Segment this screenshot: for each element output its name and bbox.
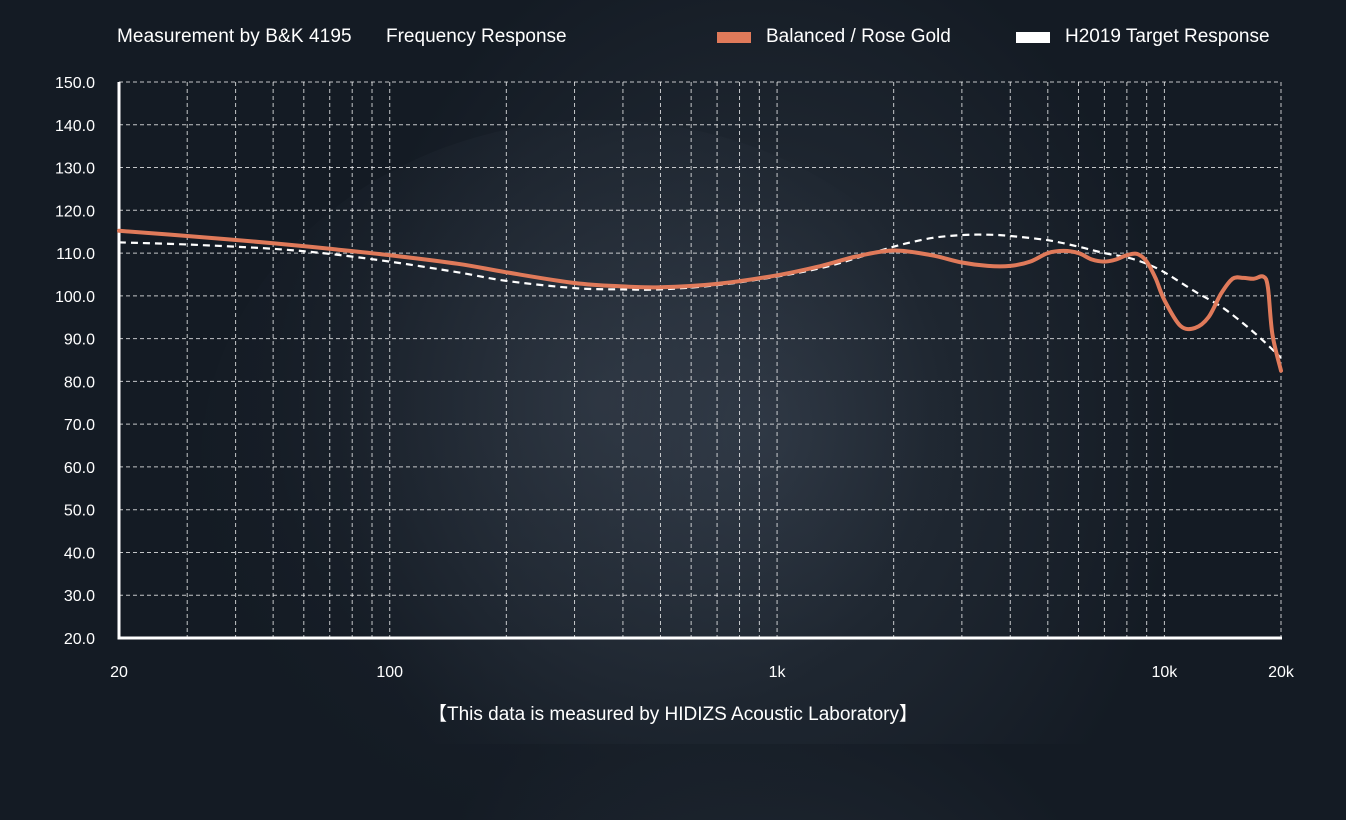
y-tick-label: 60.0 bbox=[64, 460, 95, 477]
background-silhouette bbox=[200, 120, 1000, 820]
legend-item-target: H2019 Target Response bbox=[1016, 26, 1270, 48]
footer-note: 【This data is measured by HIDIZS Acousti… bbox=[428, 704, 918, 725]
y-tick-label: 80.0 bbox=[64, 374, 95, 391]
series-line-measured bbox=[117, 228, 1283, 373]
x-tick-label: 100 bbox=[376, 664, 403, 681]
y-tick-label: 50.0 bbox=[64, 503, 95, 520]
y-tick-label: 150.0 bbox=[55, 75, 95, 92]
y-tick-label: 90.0 bbox=[64, 332, 95, 349]
series-line-target bbox=[118, 233, 1282, 359]
y-tick-label: 20.0 bbox=[64, 631, 95, 648]
legend-label-measured: Balanced / Rose Gold bbox=[766, 26, 951, 47]
x-tick-label: 20 bbox=[110, 664, 128, 681]
legend-swatch-target bbox=[1016, 31, 1050, 43]
frequency-response-chart: 20.0 30.0 40.0 50.0 60.0 70.0 80.0 90.0 100.0 110… bbox=[55, 75, 1295, 681]
legend-swatch-measured bbox=[717, 31, 751, 43]
y-tick-label: 120.0 bbox=[55, 203, 95, 220]
x-tick-label: 10k bbox=[1152, 664, 1179, 681]
y-tick-label: 70.0 bbox=[64, 417, 95, 434]
measurement-title: Measurement by B&K 4195 bbox=[117, 26, 352, 47]
legend-item-measured: Balanced / Rose Gold bbox=[717, 26, 951, 48]
y-tick-label: 110.0 bbox=[56, 246, 95, 263]
y-tick-label: 100.0 bbox=[55, 289, 95, 306]
y-tick-label: 40.0 bbox=[64, 545, 95, 562]
y-tick-label: 140.0 bbox=[55, 118, 95, 135]
y-tick-label: 130.0 bbox=[55, 161, 95, 178]
y-tick-label: 30.0 bbox=[64, 588, 95, 605]
legend-label-target: H2019 Target Response bbox=[1065, 26, 1270, 47]
x-tick-label: 20k bbox=[1268, 664, 1295, 681]
x-tick-label: 1k bbox=[769, 664, 787, 681]
chart-title: Frequency Response bbox=[386, 26, 567, 47]
